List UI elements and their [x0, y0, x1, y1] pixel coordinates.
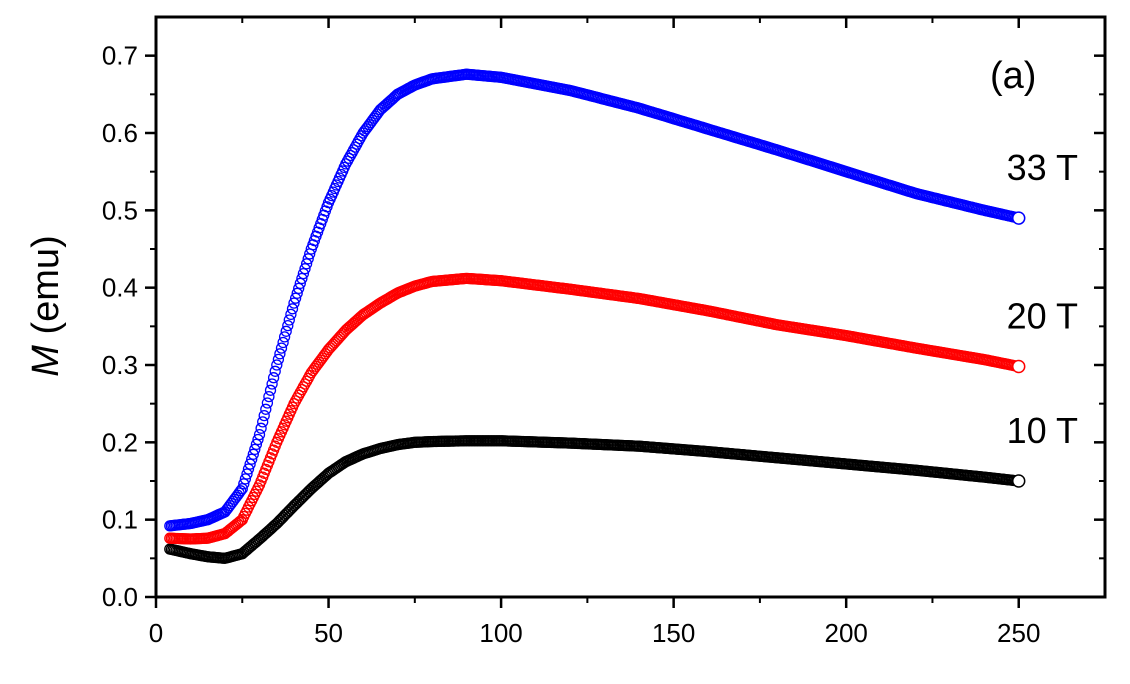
data-point	[264, 384, 277, 396]
data-point	[299, 263, 311, 275]
panel-label: (a)	[990, 55, 1036, 97]
data-point	[277, 336, 289, 349]
data-point	[300, 258, 313, 270]
data-point	[288, 297, 300, 309]
data-point	[253, 428, 266, 441]
data-point	[242, 463, 255, 475]
data-point	[249, 443, 261, 456]
data-point	[280, 325, 292, 337]
plot-frame	[154, 15, 1107, 599]
data-point	[293, 282, 305, 295]
data-point	[271, 359, 283, 371]
y-tick-label: 0.1	[102, 505, 138, 535]
y-axis-label-unit: (emu)	[25, 235, 67, 345]
data-point	[1011, 474, 1026, 488]
data-point	[302, 253, 314, 265]
data-point	[272, 353, 285, 366]
data-point	[269, 365, 281, 377]
y-tick-label: 0.2	[102, 427, 138, 457]
data-point	[261, 397, 274, 409]
x-tick-label: 50	[314, 618, 343, 648]
x-tick-label: 200	[824, 618, 867, 648]
data-point	[260, 403, 272, 415]
data-point	[252, 433, 264, 446]
data-point	[278, 331, 291, 343]
data-point	[247, 448, 259, 460]
data-point	[1011, 211, 1026, 225]
series	[164, 435, 1026, 564]
data-point	[258, 409, 270, 422]
x-tick-label: 250	[997, 618, 1040, 648]
x-tick-label: 100	[479, 618, 522, 648]
data-point	[250, 438, 263, 451]
series-label: 20 T	[1007, 296, 1078, 337]
y-tick-label: 0.0	[102, 582, 138, 612]
data-point	[241, 468, 253, 480]
data-point	[267, 372, 280, 384]
y-tick-label: 0.3	[102, 350, 138, 380]
data-point	[239, 473, 252, 485]
data-point	[285, 308, 297, 321]
y-tick-label: 0.4	[102, 273, 138, 303]
y-axis-label-italic: M	[25, 345, 67, 377]
x-tick-label: 0	[149, 618, 163, 648]
data-point	[266, 378, 278, 390]
data-point	[274, 348, 286, 360]
x-tick-label: 150	[652, 618, 695, 648]
data-point	[296, 272, 308, 285]
series	[164, 68, 1026, 532]
data-point	[294, 277, 306, 290]
data-point	[238, 478, 250, 490]
series-label: 33 T	[1007, 147, 1078, 188]
data-point	[289, 292, 302, 304]
data-point	[236, 483, 248, 495]
y-tick-label: 0.6	[102, 118, 138, 148]
data-point	[246, 453, 258, 465]
data-point	[297, 267, 310, 280]
data-point	[257, 416, 269, 428]
y-axis-label: M (emu)	[25, 235, 67, 376]
data-layer	[164, 68, 1026, 564]
axes-layer: 0 50 100 150 200 250 0.0 0.1 0.2 0.3 0.4 0.5 0.6 0.7	[102, 17, 1105, 648]
data-point	[244, 458, 256, 470]
y-tick-label: 0.7	[102, 41, 138, 71]
data-point	[282, 319, 294, 332]
data-point	[275, 342, 288, 354]
data-point	[286, 303, 299, 315]
series-label: 10 T	[1007, 410, 1078, 451]
series-labels: 10 T 20 T 33 T	[1007, 147, 1078, 451]
data-point	[291, 287, 303, 299]
y-tick-label: 0.5	[102, 195, 138, 225]
data-point	[1011, 359, 1026, 374]
data-point	[255, 422, 267, 434]
data-point	[263, 390, 275, 403]
data-point	[283, 314, 295, 326]
data-point	[235, 485, 247, 497]
series	[164, 272, 1026, 545]
